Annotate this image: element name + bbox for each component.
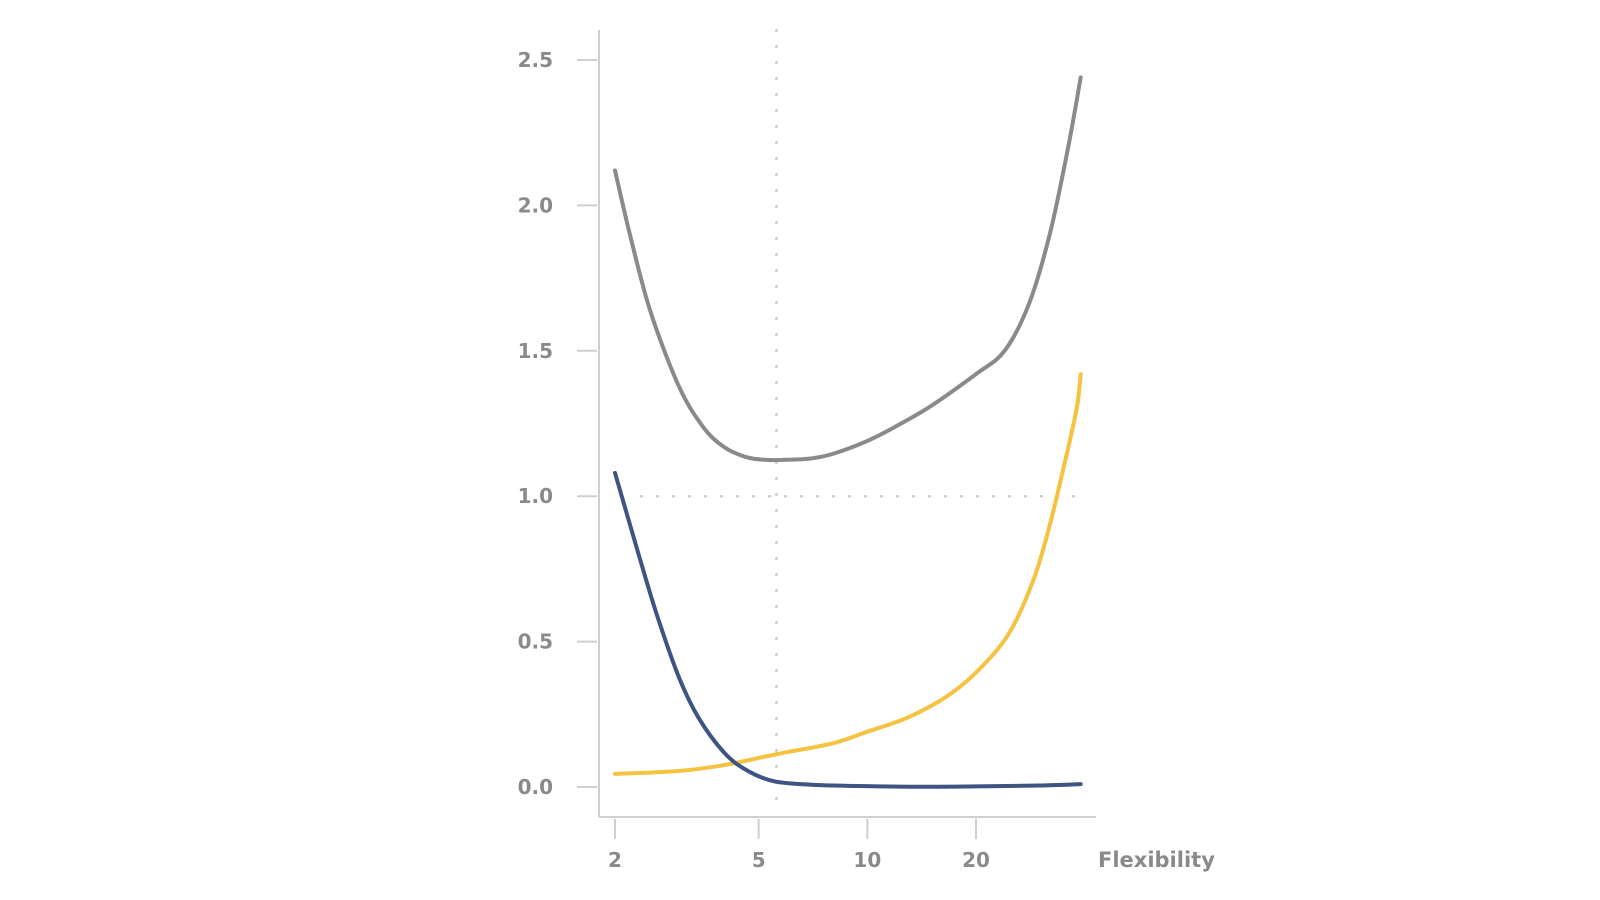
reference-lines xyxy=(639,28,1088,815)
x-tick-label: 5 xyxy=(752,848,766,872)
x-tick-label: 2 xyxy=(608,848,622,872)
x-tick-label: 20 xyxy=(962,848,990,872)
y-tick-label: 0.5 xyxy=(518,630,553,654)
y-tick-labels: 0.0 0.5 1.0 1.5 2.0 2.5 xyxy=(518,48,553,799)
x-axis-title: Flexibility xyxy=(1098,848,1215,872)
x-tick-label: 10 xyxy=(853,848,881,872)
series-line-2 xyxy=(613,372,1083,776)
series-lines xyxy=(613,75,1083,789)
x-tick-labels: 2 5 10 20 xyxy=(608,848,990,872)
series-line-3 xyxy=(613,470,1083,789)
axes xyxy=(577,30,1096,839)
y-tick-label: 0.0 xyxy=(518,775,553,799)
y-tick-label: 2.5 xyxy=(518,48,553,72)
y-tick-label: 2.0 xyxy=(518,193,553,217)
y-tick-label: 1.0 xyxy=(518,484,553,508)
y-tick-label: 1.5 xyxy=(518,339,553,363)
series-line-1 xyxy=(613,75,1083,463)
